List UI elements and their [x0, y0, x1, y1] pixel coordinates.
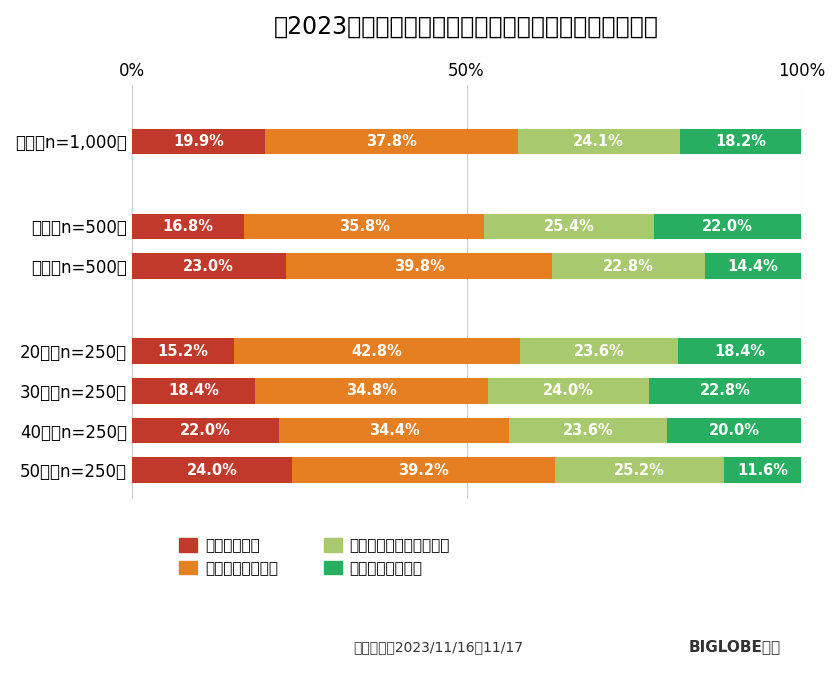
Text: 23.0%: 23.0% — [183, 259, 234, 274]
Bar — [488, 378, 648, 404]
Text: 24.0%: 24.0% — [543, 384, 594, 398]
Bar — [132, 458, 292, 483]
Bar — [484, 214, 654, 239]
Bar — [279, 418, 509, 443]
Text: 24.0%: 24.0% — [186, 462, 238, 478]
Text: 11.6%: 11.6% — [737, 462, 788, 478]
Bar — [552, 253, 705, 279]
Text: 34.8%: 34.8% — [346, 384, 397, 398]
Bar — [705, 253, 801, 279]
Text: 18.4%: 18.4% — [714, 344, 765, 359]
Text: 22.8%: 22.8% — [603, 259, 654, 274]
Bar — [132, 129, 265, 154]
Bar — [509, 418, 668, 443]
Bar — [132, 338, 234, 364]
Bar — [654, 214, 801, 239]
Text: BIGLOBE調べ: BIGLOBE調べ — [689, 639, 781, 654]
Bar — [292, 458, 555, 483]
Bar — [244, 214, 484, 239]
Bar — [518, 129, 680, 154]
Bar — [678, 338, 801, 364]
Text: 15.2%: 15.2% — [157, 344, 208, 359]
Bar — [255, 378, 488, 404]
Bar — [724, 458, 801, 483]
Text: 42.8%: 42.8% — [351, 344, 402, 359]
Text: 24.1%: 24.1% — [574, 134, 624, 149]
Text: 23.6%: 23.6% — [563, 423, 614, 438]
Bar — [132, 378, 255, 404]
Bar — [668, 418, 801, 443]
Text: 18.2%: 18.2% — [715, 134, 766, 149]
Title: 【2023年】コロナ禍で人とのつながりが減ったと思うか: 【2023年】コロナ禍で人とのつながりが減ったと思うか — [274, 15, 659, 39]
Legend: 減ったと思う, やや減ったと思う, あまり減ったと思わない, 減ったと思わない: 減ったと思う, やや減ったと思う, あまり減ったと思わない, 減ったと思わない — [173, 532, 456, 582]
Text: 23.6%: 23.6% — [574, 344, 624, 359]
Bar — [680, 129, 801, 154]
Bar — [234, 338, 520, 364]
Text: 14.4%: 14.4% — [727, 259, 779, 274]
Text: 39.2%: 39.2% — [398, 462, 449, 478]
Text: 18.4%: 18.4% — [168, 384, 219, 398]
Bar — [520, 338, 678, 364]
Text: 25.2%: 25.2% — [614, 462, 664, 478]
Text: 調査期間：2023/11/16〜11/17: 調査期間：2023/11/16〜11/17 — [353, 640, 522, 654]
Text: 35.8%: 35.8% — [339, 219, 390, 234]
Text: 19.9%: 19.9% — [173, 134, 223, 149]
Bar — [132, 253, 286, 279]
Text: 34.4%: 34.4% — [369, 423, 420, 438]
Bar — [555, 458, 724, 483]
Bar — [286, 253, 552, 279]
Bar — [132, 418, 279, 443]
Text: 25.4%: 25.4% — [543, 219, 595, 234]
Text: 37.8%: 37.8% — [366, 134, 417, 149]
Text: 22.0%: 22.0% — [180, 423, 231, 438]
Text: 20.0%: 20.0% — [709, 423, 760, 438]
Bar — [648, 378, 801, 404]
Bar — [132, 214, 244, 239]
Bar — [265, 129, 518, 154]
Text: 22.8%: 22.8% — [700, 384, 750, 398]
Text: 16.8%: 16.8% — [162, 219, 213, 234]
Text: 39.8%: 39.8% — [394, 259, 444, 274]
Text: 22.0%: 22.0% — [702, 219, 753, 234]
